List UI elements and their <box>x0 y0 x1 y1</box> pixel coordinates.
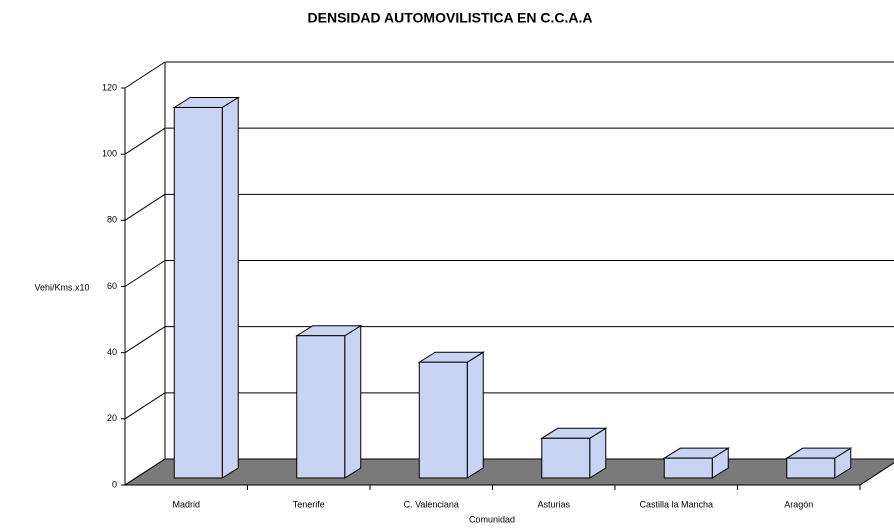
bar <box>173 106 223 479</box>
bar <box>786 457 836 479</box>
bar-side <box>466 351 484 479</box>
grid-line <box>124 61 166 89</box>
grid-line <box>124 127 166 155</box>
bar <box>418 361 468 479</box>
bar-side <box>221 96 239 479</box>
grid-line <box>124 260 166 287</box>
floor <box>123 458 894 486</box>
y-axis-label: Vehi/Kms.x10 <box>34 282 89 292</box>
y-tick-label: 0 <box>112 479 117 489</box>
x-tick-label: C. Valenciana <box>404 499 459 509</box>
chart-title: DENSIDAD AUTOMOVILISTICA EN C.C.A.A <box>308 10 593 26</box>
x-tick-label: Tenerife <box>293 499 325 509</box>
bar <box>663 457 713 479</box>
y-tick-label: 20 <box>107 413 117 423</box>
y-tick-label: 80 <box>107 215 117 225</box>
bar <box>541 437 591 479</box>
y-tick-label: 60 <box>107 281 117 291</box>
x-tick-label: Aragón <box>784 499 813 509</box>
grid-line <box>124 326 166 354</box>
x-axis-label: Comunidad <box>469 514 515 524</box>
y-tick-label: 120 <box>102 82 117 92</box>
bar <box>296 335 346 479</box>
grid-line <box>124 193 166 221</box>
grid-line <box>124 458 166 486</box>
grid-line <box>124 392 166 420</box>
x-tick-label: Castilla la Mancha <box>639 499 713 509</box>
bar-side <box>344 324 362 479</box>
x-tick-label: Asturias <box>537 499 570 509</box>
y-tick-label: 100 <box>102 149 117 159</box>
y-tick-label: 40 <box>107 347 117 357</box>
x-tick-label: Madrid <box>172 499 200 509</box>
